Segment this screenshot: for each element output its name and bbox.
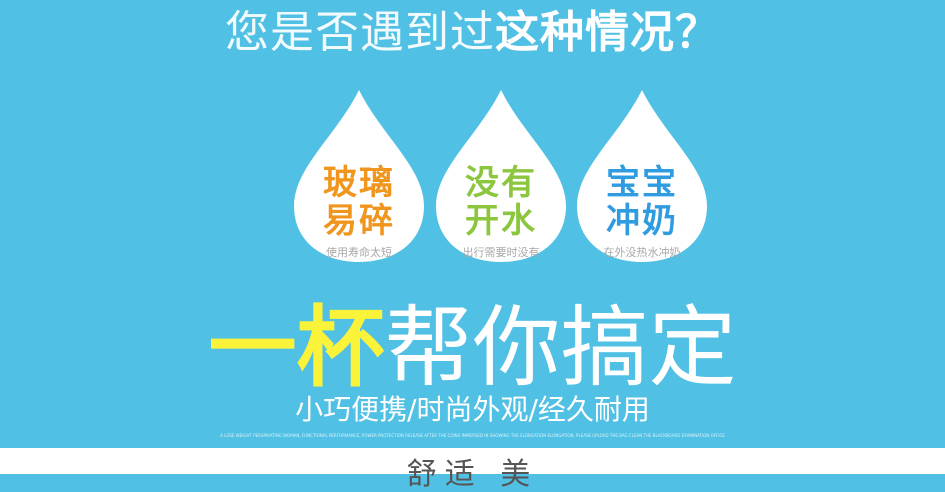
next-section-title: 舒适 美 [406, 457, 539, 492]
drop-title-line2: 易碎 [323, 201, 395, 241]
headline-bold: 这种情况？ [495, 7, 720, 58]
drop-title-line2: 冲奶 [606, 201, 678, 241]
fine-print: A LOSE WEIGHT PERSPIRATING WOMAN, FUNCTI… [220, 433, 725, 438]
drop-baby-milk: 宝宝 冲奶 在外没热水冲奶 [573, 86, 711, 264]
drop-caption: 出行需要时没有 [462, 246, 540, 259]
slogan-rest: 帮你搞定 [384, 296, 737, 399]
main-slogan: 一杯帮你搞定 [0, 300, 945, 396]
slogan-highlight: 一杯 [208, 296, 385, 399]
page-headline: 您是否遇到过这种情况？ [0, 4, 945, 62]
water-drop-icon [294, 90, 424, 262]
drop-caption: 在外没热水冲奶 [603, 246, 681, 259]
tagline: 小巧便携/时尚外观/经久耐用 [295, 393, 650, 426]
drop-title-line1: 没有 [465, 163, 537, 203]
drop-title-line1: 宝宝 [606, 163, 678, 203]
next-section-strip: 舒适 美 [0, 448, 945, 490]
drop-glass-fragile: 玻璃 易碎 使用寿命太短 [290, 86, 428, 264]
drop-no-water: 没有 开水 出行需要时没有 [432, 86, 570, 264]
headline-thin: 您是否遇到过 [225, 7, 495, 58]
water-drop-icon [436, 90, 566, 262]
drop-title-line2: 开水 [465, 201, 537, 241]
drop-title-line1: 玻璃 [323, 163, 395, 203]
drop-caption: 使用寿命太短 [326, 246, 392, 259]
water-drop-icon [577, 90, 707, 262]
